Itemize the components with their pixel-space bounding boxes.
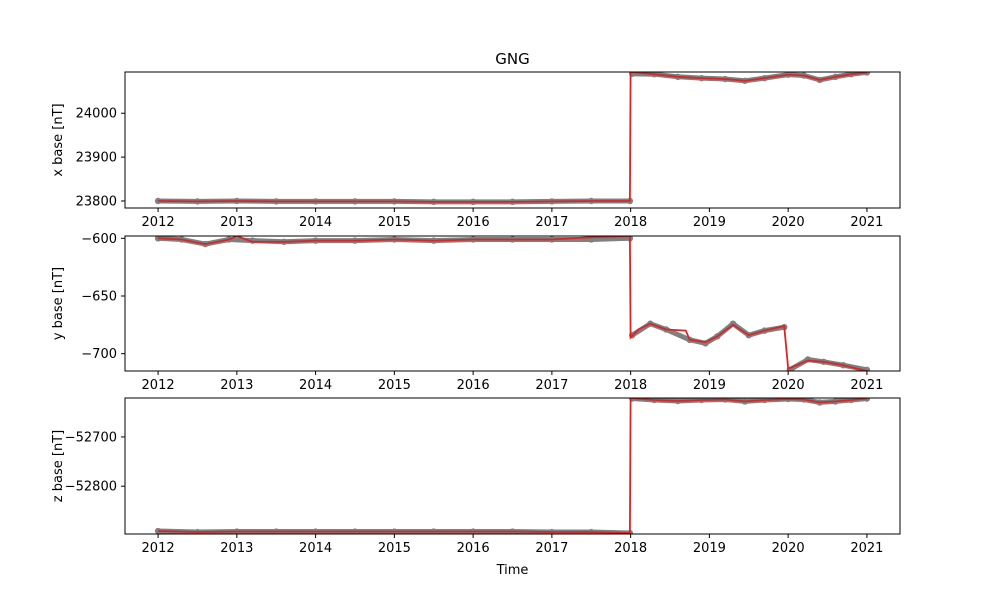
points-band xyxy=(158,398,868,534)
x-axis-label: Time xyxy=(496,563,529,578)
x-tick-label: 2013 xyxy=(220,378,253,393)
y-tick-label: −52700 xyxy=(65,430,117,445)
y-tick-label: −52800 xyxy=(65,480,117,495)
axes-frame xyxy=(124,397,901,535)
x-tick-label: 2019 xyxy=(693,541,726,556)
x-tick-label: 2015 xyxy=(378,378,411,393)
y-tick-label: −700 xyxy=(81,347,117,362)
fit-line xyxy=(158,236,868,371)
x-tick-label: 2017 xyxy=(535,541,568,556)
figure-title: GNG xyxy=(495,50,529,68)
y-axis-label: z base [nT] xyxy=(51,430,66,502)
plot-area xyxy=(154,398,871,534)
x-tick-label: 2020 xyxy=(772,541,805,556)
x-tick-label: 2021 xyxy=(850,378,883,393)
x-tick-label: 2019 xyxy=(693,378,726,393)
y-axis-label: y base [nT] xyxy=(51,267,66,340)
x-tick-label: 2021 xyxy=(850,215,883,230)
fit-line xyxy=(158,72,868,203)
y-tick-label: 23900 xyxy=(76,151,117,166)
panel-y-base: 2012 2013 2014 2015 2016 2017 2018 2019 2020 2021… xyxy=(51,232,901,393)
points-band xyxy=(157,236,868,371)
panel-z-base: 2012 2013 2014 2015 2016 2017 2018 2019 2020 2021… xyxy=(51,397,901,556)
x-tick-label: 2018 xyxy=(614,378,647,393)
x-tick-label: 2019 xyxy=(693,215,726,230)
fit-line xyxy=(158,398,867,534)
x-tick-label: 2016 xyxy=(457,215,490,230)
x-tick-label: 2015 xyxy=(378,541,411,556)
x-tick-label: 2012 xyxy=(142,378,175,393)
x-tick-label: 2020 xyxy=(772,215,805,230)
y-tick-label: 23800 xyxy=(76,194,117,209)
panel-x-base: 2012 2013 2014 2015 2016 2017 2018 2019 2020 2021… xyxy=(51,71,901,230)
x-tick-label: 2012 xyxy=(142,215,175,230)
x-tick-label: 2013 xyxy=(220,215,253,230)
x-tick-label: 2020 xyxy=(772,378,805,393)
plot-area xyxy=(154,72,871,206)
points-band xyxy=(158,72,868,205)
y-tick-label: −650 xyxy=(81,290,117,305)
axes-frame xyxy=(124,71,901,209)
x-tick-label: 2013 xyxy=(220,541,253,556)
plot-area xyxy=(154,236,871,371)
axes-frame xyxy=(124,235,901,372)
x-tick-label: 2016 xyxy=(457,378,490,393)
x-tick-label: 2012 xyxy=(142,541,175,556)
y-tick-label: −600 xyxy=(81,232,117,247)
x-tick-label: 2018 xyxy=(614,215,647,230)
x-tick-label: 2021 xyxy=(850,541,883,556)
y-axis-label: x base [nT] xyxy=(51,103,66,176)
x-tick-label: 2017 xyxy=(535,378,568,393)
y-tick-label: 24000 xyxy=(76,107,117,122)
x-tick-label: 2014 xyxy=(299,215,332,230)
x-tick-label: 2016 xyxy=(457,541,490,556)
x-tick-label: 2018 xyxy=(614,541,647,556)
x-tick-label: 2017 xyxy=(535,215,568,230)
x-tick-label: 2014 xyxy=(299,541,332,556)
x-tick-label: 2014 xyxy=(299,378,332,393)
x-tick-label: 2015 xyxy=(378,215,411,230)
